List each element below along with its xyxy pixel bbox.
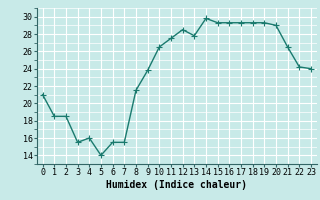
X-axis label: Humidex (Indice chaleur): Humidex (Indice chaleur) xyxy=(106,180,247,190)
